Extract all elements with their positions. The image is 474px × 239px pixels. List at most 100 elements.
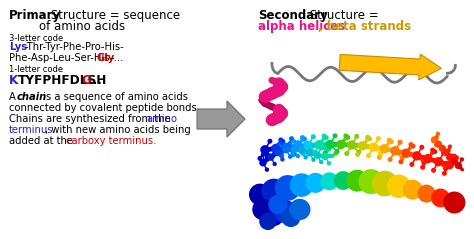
- Circle shape: [292, 140, 295, 143]
- Circle shape: [261, 179, 286, 204]
- Circle shape: [447, 149, 450, 152]
- Circle shape: [357, 150, 361, 154]
- Text: , beta strands: , beta strands: [318, 20, 411, 33]
- Circle shape: [312, 158, 315, 161]
- Circle shape: [372, 171, 398, 196]
- Circle shape: [399, 160, 403, 163]
- Circle shape: [265, 154, 268, 157]
- Circle shape: [309, 150, 312, 153]
- Text: Structure = sequence: Structure = sequence: [46, 9, 180, 22]
- Circle shape: [304, 142, 307, 145]
- Circle shape: [270, 155, 274, 159]
- Text: Phe-Asp-Leu-Ser-His-: Phe-Asp-Leu-Ser-His-: [9, 53, 113, 63]
- Circle shape: [278, 144, 281, 147]
- Circle shape: [444, 167, 447, 170]
- Circle shape: [402, 180, 423, 200]
- Circle shape: [431, 137, 438, 143]
- Text: Chains are synthesized from the: Chains are synthesized from the: [9, 114, 173, 124]
- Circle shape: [356, 153, 359, 156]
- Circle shape: [368, 137, 372, 141]
- Circle shape: [304, 141, 312, 149]
- Circle shape: [409, 143, 413, 146]
- Circle shape: [275, 150, 282, 156]
- Circle shape: [282, 208, 300, 226]
- Circle shape: [273, 149, 276, 152]
- Circle shape: [261, 146, 269, 154]
- Circle shape: [289, 141, 292, 144]
- Circle shape: [258, 157, 262, 160]
- Circle shape: [431, 189, 450, 207]
- Circle shape: [411, 144, 415, 148]
- Circle shape: [311, 135, 315, 138]
- Circle shape: [334, 151, 337, 155]
- Circle shape: [421, 165, 425, 169]
- Circle shape: [436, 141, 441, 147]
- Circle shape: [283, 147, 289, 153]
- Circle shape: [439, 145, 446, 151]
- Circle shape: [448, 145, 451, 148]
- Circle shape: [281, 144, 284, 147]
- Circle shape: [312, 144, 315, 147]
- Circle shape: [296, 141, 300, 144]
- Circle shape: [433, 150, 437, 153]
- Circle shape: [312, 152, 316, 155]
- Text: K: K: [9, 74, 18, 87]
- Circle shape: [280, 154, 283, 158]
- Circle shape: [268, 154, 273, 160]
- Circle shape: [435, 136, 438, 139]
- Circle shape: [328, 162, 330, 165]
- Circle shape: [447, 154, 453, 160]
- Text: is a sequence of amino acids: is a sequence of amino acids: [40, 92, 188, 102]
- Circle shape: [388, 158, 392, 161]
- Text: Structure =: Structure =: [306, 9, 378, 22]
- Circle shape: [379, 152, 382, 156]
- Circle shape: [358, 169, 383, 194]
- Text: added at the: added at the: [9, 136, 76, 146]
- Circle shape: [424, 155, 432, 163]
- Circle shape: [456, 163, 461, 168]
- Circle shape: [377, 137, 380, 140]
- Circle shape: [290, 200, 310, 219]
- Circle shape: [301, 152, 305, 156]
- Circle shape: [334, 171, 353, 190]
- Text: connected by covalent peptide bonds.: connected by covalent peptide bonds.: [9, 103, 200, 113]
- Circle shape: [279, 138, 283, 142]
- Circle shape: [326, 141, 334, 148]
- Circle shape: [402, 149, 410, 157]
- Circle shape: [369, 143, 377, 151]
- Text: A: A: [9, 92, 18, 102]
- Circle shape: [348, 141, 356, 149]
- Text: 3-letter code: 3-letter code: [9, 33, 63, 43]
- Circle shape: [323, 151, 327, 155]
- Circle shape: [314, 152, 320, 158]
- Circle shape: [346, 170, 368, 192]
- Circle shape: [262, 153, 264, 156]
- Circle shape: [377, 156, 381, 159]
- Circle shape: [367, 154, 370, 158]
- Circle shape: [301, 136, 304, 139]
- Circle shape: [453, 154, 456, 158]
- Circle shape: [308, 143, 311, 146]
- Circle shape: [333, 134, 337, 138]
- Circle shape: [410, 163, 414, 166]
- Text: TYFPHFDLSH: TYFPHFDLSH: [18, 74, 107, 87]
- Circle shape: [315, 141, 323, 149]
- Circle shape: [455, 156, 458, 159]
- Text: Lys: Lys: [9, 43, 27, 52]
- Circle shape: [275, 175, 301, 201]
- Circle shape: [460, 158, 463, 161]
- Circle shape: [299, 147, 305, 153]
- Circle shape: [265, 168, 268, 171]
- Circle shape: [269, 196, 287, 213]
- FancyArrow shape: [197, 101, 245, 137]
- Text: , with new amino acids being: , with new amino acids being: [45, 125, 191, 135]
- Circle shape: [401, 156, 404, 160]
- Circle shape: [274, 201, 296, 223]
- Circle shape: [335, 150, 339, 153]
- Circle shape: [359, 142, 366, 150]
- Circle shape: [249, 184, 271, 206]
- Circle shape: [418, 185, 436, 203]
- Text: terminus: terminus: [9, 125, 53, 135]
- Circle shape: [346, 136, 350, 139]
- Circle shape: [380, 145, 388, 153]
